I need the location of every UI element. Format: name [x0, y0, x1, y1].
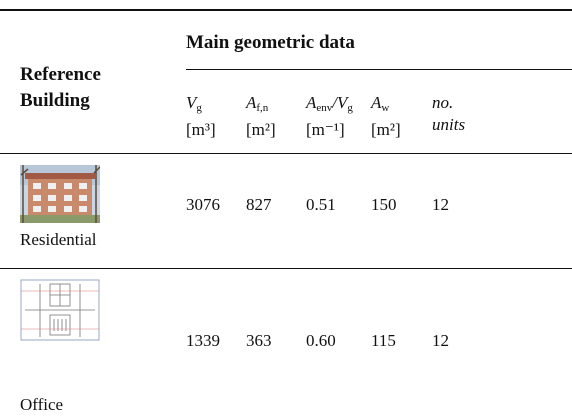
column-header: Af,n [m²]: [246, 92, 276, 141]
cell: 0.51: [306, 195, 336, 214]
symbol-sub: w: [381, 102, 390, 114]
symbol-base: A: [306, 93, 317, 112]
cell: 3076: [186, 195, 220, 214]
cell: 150: [371, 195, 397, 214]
column-header: no. units: [432, 92, 465, 136]
symbol-base: A: [371, 93, 382, 112]
column-unit: [m²]: [371, 120, 401, 139]
column-header: Aw [m²]: [371, 92, 401, 141]
symbol-sub: g: [196, 102, 202, 114]
symbol-base: V: [186, 93, 197, 112]
group-rule: [186, 69, 572, 70]
column-header: Vg [m³]: [186, 92, 216, 141]
column-symbol: Aenv/Vg: [306, 92, 353, 119]
office-plan: [20, 279, 100, 341]
column-symbol: Af,n: [246, 92, 276, 119]
symbol-base: A: [246, 93, 257, 112]
column-header: Aenv/Vg [m⁻¹]: [306, 92, 353, 141]
cell: 12: [432, 331, 449, 350]
column-unit: [m²]: [246, 120, 276, 139]
top-rule: [0, 9, 572, 11]
header-rule: [0, 153, 572, 154]
column-symbol: Vg: [186, 92, 216, 119]
column-symbol: Aw: [371, 92, 401, 119]
symbol-sub: env: [316, 102, 333, 114]
symbol-base: no.: [432, 93, 454, 112]
symbol-base: /V: [332, 93, 348, 112]
cell: 1339: [186, 331, 220, 350]
row-label: Office: [20, 395, 64, 414]
cell: 12: [432, 195, 449, 214]
row-rule: [0, 268, 572, 269]
group-header: Main geometric data: [186, 32, 355, 53]
cell: 363: [246, 331, 272, 350]
residential-photo: [20, 165, 100, 223]
cell: 0.60: [306, 331, 336, 350]
cell: 115: [371, 331, 396, 350]
symbol-sub: g: [347, 102, 353, 114]
row-label: Residential: [20, 230, 97, 249]
row-header: Reference Building: [20, 64, 101, 111]
column-unit: [m³]: [186, 120, 216, 139]
column-unit: [m⁻¹]: [306, 120, 345, 139]
column-unit: units: [432, 115, 466, 134]
symbol-sub: f,n: [256, 102, 269, 114]
cell: 827: [246, 195, 272, 214]
column-symbol: no.: [432, 92, 465, 114]
